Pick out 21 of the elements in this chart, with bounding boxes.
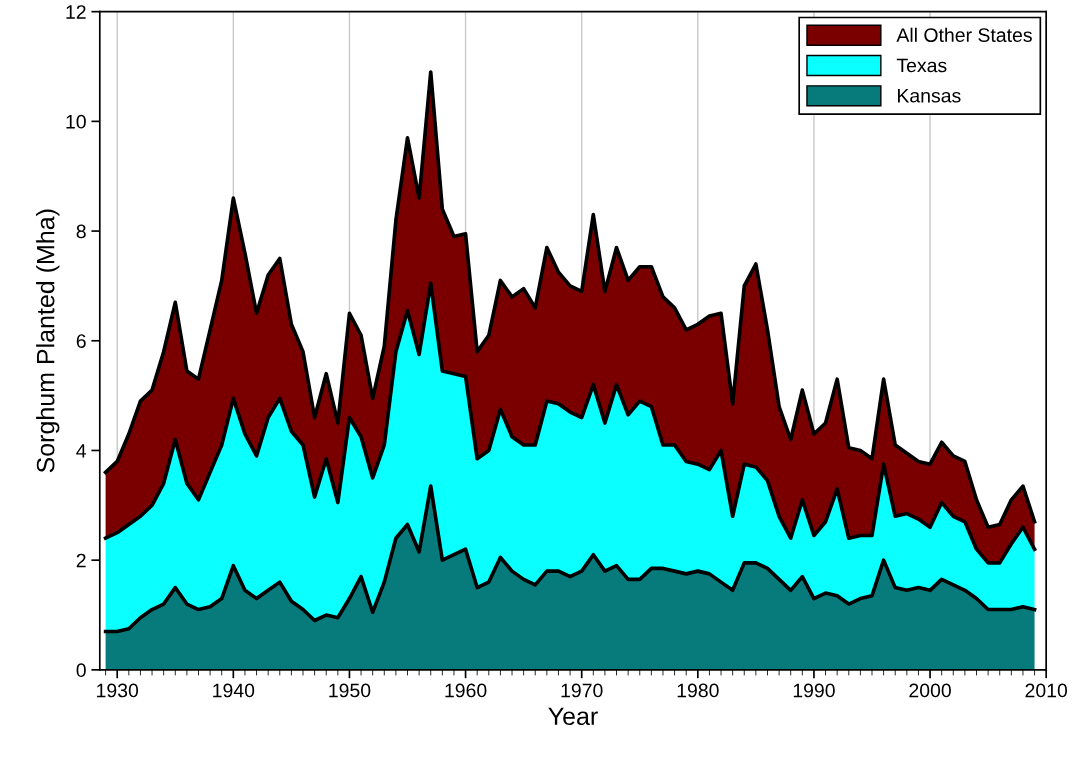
x-axis-title: Year xyxy=(548,707,598,726)
x-tick-label: 1940 xyxy=(213,683,255,698)
legend-label: Texas xyxy=(896,58,947,73)
y-tick-label: 8 xyxy=(76,224,86,239)
legend-label: Kansas xyxy=(898,89,961,103)
x-tick-label: 1990 xyxy=(793,683,835,698)
y-tick-label: 2 xyxy=(76,553,86,568)
y-tick-label: 12 xyxy=(66,5,86,19)
y-tick-label: 10 xyxy=(66,114,86,129)
x-tick-label: 1930 xyxy=(97,683,139,698)
x-tick-label: 1960 xyxy=(445,683,487,698)
y-tick-label: 4 xyxy=(76,444,87,458)
x-tick-label: 1980 xyxy=(677,683,719,698)
legend-label: All Other States xyxy=(896,27,1032,42)
x-tick-label: 1950 xyxy=(329,683,371,698)
x-tick-label: 2000 xyxy=(909,683,951,698)
y-tick-label: 6 xyxy=(76,334,86,348)
y-tick-label: 0 xyxy=(76,663,86,678)
y-axis-title: Sorghum Planted (Mha) xyxy=(36,209,60,473)
x-tick-label: 1970 xyxy=(561,683,603,698)
x-tick-label: 2010 xyxy=(1025,683,1068,698)
